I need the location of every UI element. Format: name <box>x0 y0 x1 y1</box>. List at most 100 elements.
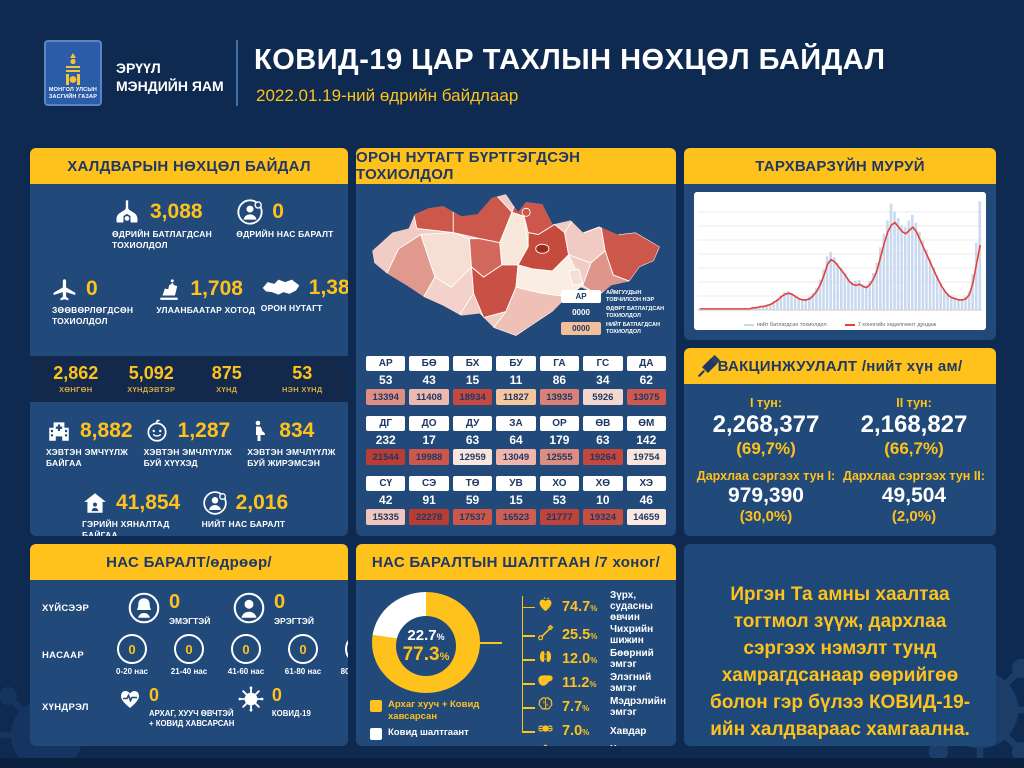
gender-section-label: ХҮЙСЭЭР <box>42 602 90 614</box>
ulaanbaatar-cases-value: 1,708 <box>190 277 243 300</box>
mongolia-map <box>364 188 668 350</box>
kidneys-icon <box>536 647 558 671</box>
aimag-cell: УВ 15 16523 <box>496 476 536 525</box>
aimag-total-cases: 19754 <box>626 449 666 465</box>
mongolia-shape-icon <box>262 279 300 295</box>
aimag-code: АР <box>366 356 406 371</box>
age-group-label: 41-60 нас <box>227 667 265 676</box>
booster-2-stat: Дархлаа сэргээх тун II: 49,504 (2,0%) <box>843 469 985 525</box>
aimag-daily-cases: 53 <box>379 373 393 387</box>
aimag-daily-cases: 15 <box>509 493 523 507</box>
curve-panel-title: ТАРХВАРЗҮЙН МУРУЙ <box>684 148 996 184</box>
imported-cases-stat: 0 ЗӨӨВӨРЛӨГДСӨН ТОХИОЛДОЛ <box>52 276 156 350</box>
hospitalized-pregnant-label: ХЭВТЭН ЭМЧЛҮҮЛЖ БУЙ ЖИРЭМСЭН <box>247 447 336 469</box>
daily-deaths-stat: 0 ӨДРИЙН НАС БАРАЛТ <box>236 198 338 262</box>
imported-cases-label: ЗӨӨВӨРЛӨГДСӨН ТОХИОЛДОЛ <box>52 305 134 327</box>
cause-item: 7.0% Хавдар <box>521 719 666 743</box>
heart-icon <box>536 595 558 619</box>
provinces-cases-stat: 1,380 ОРОН НУТАГТ <box>260 276 348 350</box>
heart-pulse-icon <box>120 691 139 708</box>
age-group-value: 0 <box>231 634 261 664</box>
cause-percentage: 11.2% <box>561 675 597 691</box>
aimag-daily-cases: 91 <box>422 493 436 507</box>
hospitalized-stat: 8,882 ХЭВТЭН ЭМЧҮҮЛЖ БАЙГАА <box>46 418 144 480</box>
aimag-daily-cases: 11 <box>509 373 523 387</box>
person-death-icon <box>202 491 227 515</box>
map-legend-daily: 0000 ӨДӨРТ БАТЛАГДСАН ТОХИОЛДОЛ <box>572 306 665 319</box>
provinces-cases-label: ОРОН НУТАГТ <box>260 303 323 313</box>
aimag-total-cases: 21777 <box>539 509 580 525</box>
aimag-total-cases: 11408 <box>409 389 449 405</box>
aimag-daily-cases: 53 <box>552 493 567 507</box>
donut-covid-pct: 22.7% <box>407 626 445 644</box>
vaccination-panel: ВАКЦИНЖУУЛАЛТ /нийт хүн ам/ I тун: 2,268… <box>684 348 996 536</box>
hospitalized-pregnant-stat: 834 ХЭВТЭН ЭМЧЛҮҮЛЖ БУЙ ЖИРЭМСЭН <box>247 418 342 480</box>
aimag-row-group: ДГ 232 21544 ДО 17 19988 ДУ 63 12959 ЗА 64 13049 ОР 1… <box>366 416 666 465</box>
aimag-total-cases: 19324 <box>583 509 623 525</box>
aimag-code: ДУ <box>452 416 493 431</box>
home-icon <box>84 493 106 513</box>
age-group-stat: 0 0-20 нас <box>110 634 154 677</box>
causes-panel-title: НАС БАРАЛТЫН ШАЛТГААН /7 хоног/ <box>356 544 676 580</box>
aimag-cell: БУ 11 11827 <box>496 356 536 405</box>
aimag-daily-cases: 15 <box>465 373 480 387</box>
aimag-cell: ДО 17 19988 <box>409 416 449 465</box>
cause-percentage: 12.0% <box>561 651 598 667</box>
curve-legend-bars: нийт батлагдсан тохиолдол <box>743 322 827 328</box>
total-deaths-stat: 2,016 НИЙТ НАС БАРАЛТ <box>202 490 342 536</box>
aimag-code: ЗА <box>496 416 536 431</box>
aimag-daily-cases: 42 <box>379 493 393 507</box>
cause-percentage: 7.0% <box>561 723 590 739</box>
lungs-virus-icon <box>116 200 138 223</box>
map-legend-code: АР АЙМГУУДЫН ТОВЧИЛСОН НЭР <box>561 290 666 304</box>
aimag-cell: ХӨ 10 19324 <box>583 476 623 525</box>
age-group-value: 0 <box>345 634 348 664</box>
hospitalized-children-value: 1,287 <box>177 419 231 442</box>
cause-item: 74.7% Зүрх, судасны өвчин <box>521 590 666 623</box>
aimag-code: БӨ <box>409 356 449 371</box>
brain-icon <box>536 695 558 719</box>
hospitalized-pregnant-value: 834 <box>279 419 315 442</box>
hospitalized-children-label: ХЭВТЭН ЭМЧЛҮҮЛЖ БУЙ ХҮҮХЭД <box>143 447 232 469</box>
aimag-cell: ГС 34 5926 <box>583 356 623 405</box>
cause-item: 12.0% Бөөрний эмгэг <box>521 647 666 671</box>
covid-only-deaths-stat: 0 КОВИД-19 <box>237 685 336 729</box>
aimag-total-cases: 19264 <box>583 449 623 465</box>
virus-icon <box>238 686 264 712</box>
aimag-daily-cases: 59 <box>465 493 480 507</box>
aimag-total-cases: 13394 <box>366 389 406 405</box>
person-death-icon <box>237 199 263 225</box>
aimag-total-cases: 12959 <box>452 449 493 465</box>
severity-strip: 2,862 ХӨНГӨН 5,092 ХҮНДЭВТЭР 875 ХҮНД 53 НЭН… <box>30 356 348 402</box>
age-group-stat: 0 41-60 нас <box>224 634 268 677</box>
aimag-code: ХЭ <box>626 476 666 491</box>
aimag-code: БУ <box>496 356 536 371</box>
soyombo-icon <box>66 52 80 85</box>
complication-section-label: ХҮНДРЭЛ <box>42 701 89 713</box>
aimag-daily-cases: 34 <box>596 373 610 387</box>
aimag-table: АР 53 13394 БӨ 43 11408 БХ 15 18934 БУ 11 11827 ГА 86… <box>366 356 666 525</box>
age-group-stat: 0 80-с дээш <box>338 634 348 677</box>
deaths-panel-title: НАС БАРАЛТ/өдрөөр/ <box>30 544 348 580</box>
aimag-total-cases: 11827 <box>496 389 536 405</box>
aimag-cell: ГА 86 13935 <box>539 356 580 405</box>
aimag-daily-cases: 10 <box>596 493 610 507</box>
aimag-cell: ДУ 63 12959 <box>452 416 493 465</box>
daily-deaths-panel: НАС БАРАЛТ/өдрөөр/ ХҮЙСЭЭР 0 ЭМЭГТЭЙ 0 ЭРЭ… <box>30 544 348 746</box>
daily-deaths-label: ӨДРИЙН НАС БАРАЛТ <box>236 229 334 239</box>
aimag-daily-cases: 64 <box>509 433 523 447</box>
aimag-total-cases: 13935 <box>539 389 580 405</box>
age-group-label: 61-80 нас <box>284 667 322 676</box>
aimag-total-cases: 21544 <box>366 449 406 465</box>
home-isolation-value: 41,854 <box>116 491 181 514</box>
infection-status-panel: ХАЛДВАРЫН НӨХЦӨЛ БАЙДАЛ 3,088 ӨДРИЙН БАТ… <box>30 148 348 536</box>
aimag-cell: СЭ 91 22278 <box>409 476 449 525</box>
dose-1-stat: I тун: 2,268,377 (69,7%) <box>712 396 820 458</box>
donut-legend-covid: Ковид шалтгаант <box>370 727 496 740</box>
aimag-cell: ТӨ 59 17537 <box>452 476 493 525</box>
aimag-daily-cases: 62 <box>639 373 653 387</box>
cause-percentage: 7.7% <box>561 699 590 715</box>
aimag-cell: ОР 179 12555 <box>539 416 580 465</box>
